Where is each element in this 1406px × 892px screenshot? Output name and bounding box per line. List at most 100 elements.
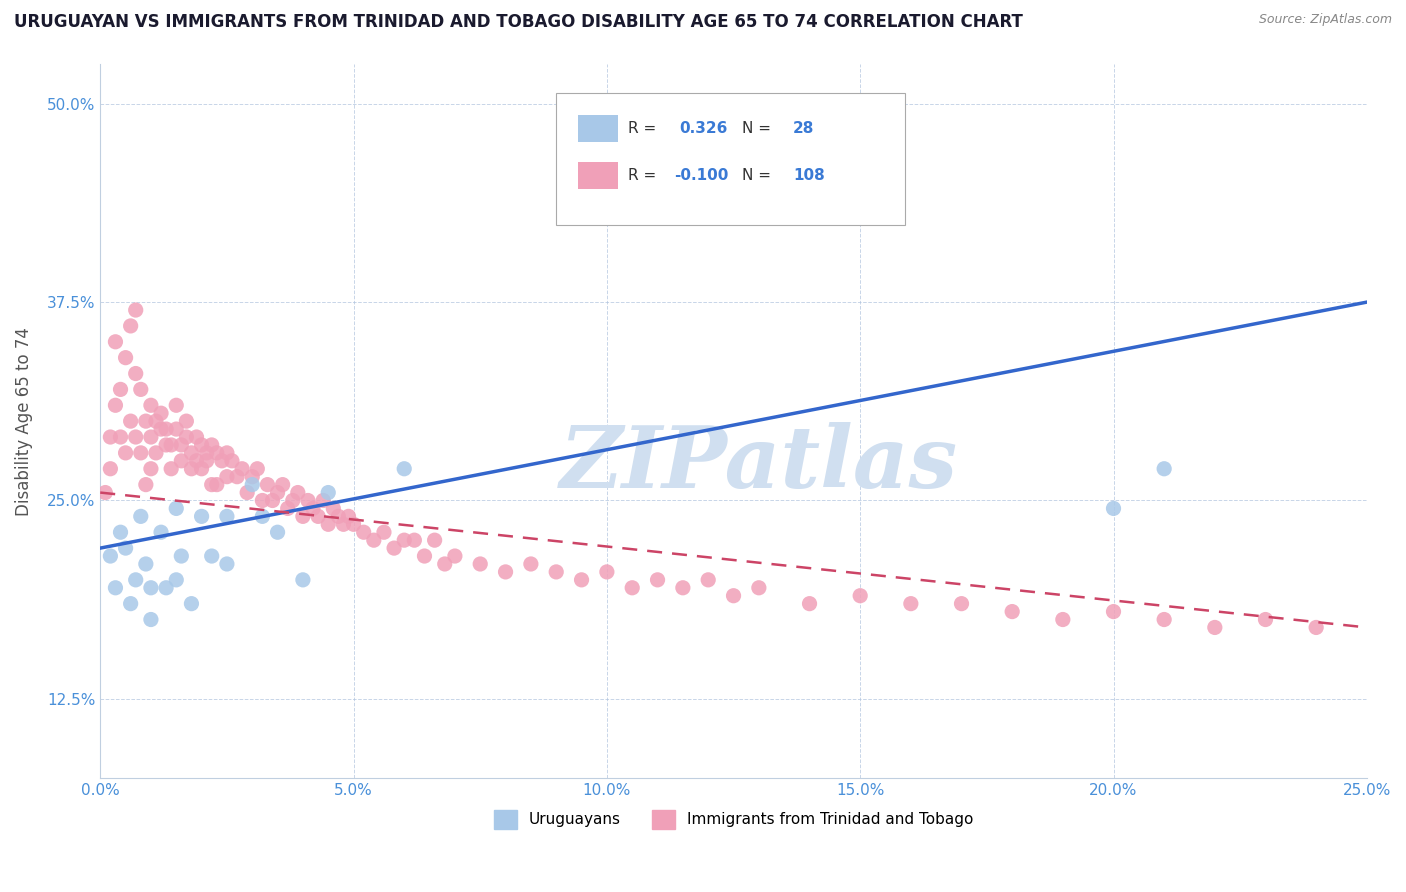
- Point: [104, 334, 127, 349]
- Point: [129, 509, 152, 524]
- Point: [215, 557, 238, 571]
- Text: -0.100: -0.100: [673, 168, 728, 183]
- Point: [201, 477, 224, 491]
- Point: [1102, 605, 1125, 619]
- Point: [125, 367, 148, 381]
- Point: [297, 493, 319, 508]
- Point: [100, 549, 122, 563]
- Point: [328, 509, 350, 524]
- Point: [266, 485, 288, 500]
- Point: [373, 525, 395, 540]
- Point: [697, 573, 720, 587]
- Point: [110, 430, 132, 444]
- Point: [322, 501, 344, 516]
- Point: [382, 541, 405, 555]
- Point: [748, 581, 770, 595]
- Point: [647, 573, 669, 587]
- Text: Source: ZipAtlas.com: Source: ZipAtlas.com: [1258, 13, 1392, 27]
- Point: [94, 485, 117, 500]
- Point: [404, 533, 426, 548]
- Point: [190, 438, 212, 452]
- Point: [170, 454, 193, 468]
- Point: [240, 477, 263, 491]
- Point: [266, 525, 288, 540]
- Text: ZIPatlas: ZIPatlas: [560, 422, 957, 506]
- Point: [165, 422, 187, 436]
- Point: [302, 501, 325, 516]
- Point: [291, 573, 314, 587]
- Point: [180, 597, 202, 611]
- Point: [114, 351, 136, 365]
- Point: [195, 446, 218, 460]
- Point: [125, 573, 148, 587]
- Point: [165, 398, 187, 412]
- FancyBboxPatch shape: [557, 93, 904, 225]
- Point: [125, 430, 148, 444]
- Point: [129, 446, 152, 460]
- Point: [120, 318, 142, 333]
- Text: 0.326: 0.326: [679, 120, 727, 136]
- Text: 108: 108: [793, 168, 825, 183]
- FancyBboxPatch shape: [578, 115, 619, 142]
- Point: [1052, 613, 1074, 627]
- Point: [413, 549, 436, 563]
- Point: [186, 430, 208, 444]
- Point: [155, 438, 177, 452]
- Point: [262, 493, 284, 508]
- Point: [392, 462, 415, 476]
- Point: [170, 438, 193, 452]
- Text: R =: R =: [628, 120, 662, 136]
- Point: [1001, 605, 1024, 619]
- Point: [672, 581, 695, 595]
- Point: [160, 462, 183, 476]
- Point: [236, 485, 259, 500]
- Point: [1204, 620, 1226, 634]
- Point: [155, 422, 177, 436]
- Point: [342, 517, 364, 532]
- Point: [1254, 613, 1277, 627]
- Point: [495, 565, 517, 579]
- Point: [799, 597, 821, 611]
- Point: [332, 517, 354, 532]
- Point: [849, 589, 872, 603]
- Point: [900, 597, 922, 611]
- Point: [291, 509, 314, 524]
- Point: [155, 581, 177, 595]
- Point: [470, 557, 492, 571]
- Point: [287, 485, 309, 500]
- Point: [221, 454, 243, 468]
- Point: [104, 581, 127, 595]
- Point: [444, 549, 467, 563]
- Point: [231, 462, 253, 476]
- Point: [170, 549, 193, 563]
- Point: [211, 454, 233, 468]
- Point: [150, 406, 173, 420]
- Point: [129, 383, 152, 397]
- Point: [180, 462, 202, 476]
- Point: [139, 430, 162, 444]
- Point: [135, 414, 157, 428]
- Point: [363, 533, 385, 548]
- Point: [520, 557, 543, 571]
- Point: [110, 525, 132, 540]
- Point: [215, 446, 238, 460]
- Point: [110, 383, 132, 397]
- Point: [546, 565, 568, 579]
- Point: [277, 501, 299, 516]
- Point: [160, 438, 183, 452]
- Point: [150, 525, 173, 540]
- Point: [125, 303, 148, 318]
- Point: [190, 509, 212, 524]
- Y-axis label: Disability Age 65 to 74: Disability Age 65 to 74: [15, 326, 32, 516]
- Point: [139, 462, 162, 476]
- Point: [139, 613, 162, 627]
- Point: [180, 446, 202, 460]
- Point: [281, 493, 304, 508]
- Point: [120, 414, 142, 428]
- Point: [252, 493, 274, 508]
- Point: [139, 581, 162, 595]
- Point: [150, 422, 173, 436]
- Point: [337, 509, 360, 524]
- Point: [215, 509, 238, 524]
- Point: [176, 430, 198, 444]
